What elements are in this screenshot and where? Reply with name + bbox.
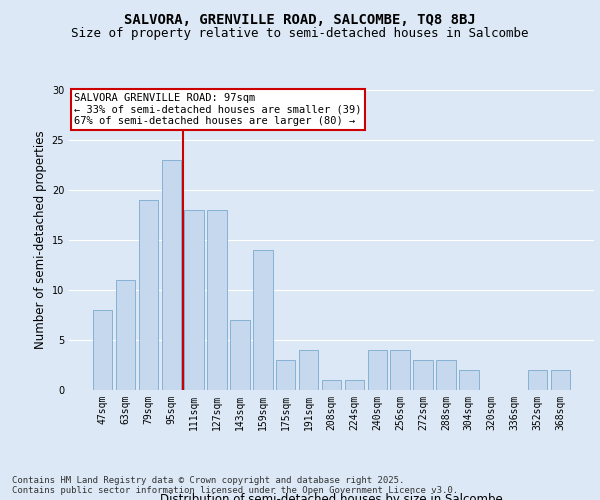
- Bar: [161, 160, 181, 390]
- Bar: [551, 370, 570, 390]
- Bar: [93, 310, 112, 390]
- Y-axis label: Number of semi-detached properties: Number of semi-detached properties: [34, 130, 47, 350]
- Bar: [230, 320, 250, 390]
- Text: SALVORA, GRENVILLE ROAD, SALCOMBE, TQ8 8BJ: SALVORA, GRENVILLE ROAD, SALCOMBE, TQ8 8…: [124, 12, 476, 26]
- Text: Size of property relative to semi-detached houses in Salcombe: Size of property relative to semi-detach…: [71, 28, 529, 40]
- Bar: [184, 210, 204, 390]
- Bar: [368, 350, 387, 390]
- Bar: [208, 210, 227, 390]
- Text: SALVORA GRENVILLE ROAD: 97sqm
← 33% of semi-detached houses are smaller (39)
67%: SALVORA GRENVILLE ROAD: 97sqm ← 33% of s…: [74, 93, 362, 126]
- Bar: [276, 360, 295, 390]
- Bar: [459, 370, 479, 390]
- X-axis label: Distribution of semi-detached houses by size in Salcombe: Distribution of semi-detached houses by …: [160, 492, 503, 500]
- Bar: [528, 370, 547, 390]
- Text: Contains HM Land Registry data © Crown copyright and database right 2025.
Contai: Contains HM Land Registry data © Crown c…: [12, 476, 458, 495]
- Bar: [322, 380, 341, 390]
- Bar: [391, 350, 410, 390]
- Bar: [299, 350, 319, 390]
- Bar: [436, 360, 455, 390]
- Bar: [413, 360, 433, 390]
- Bar: [344, 380, 364, 390]
- Bar: [116, 280, 135, 390]
- Bar: [139, 200, 158, 390]
- Bar: [253, 250, 272, 390]
